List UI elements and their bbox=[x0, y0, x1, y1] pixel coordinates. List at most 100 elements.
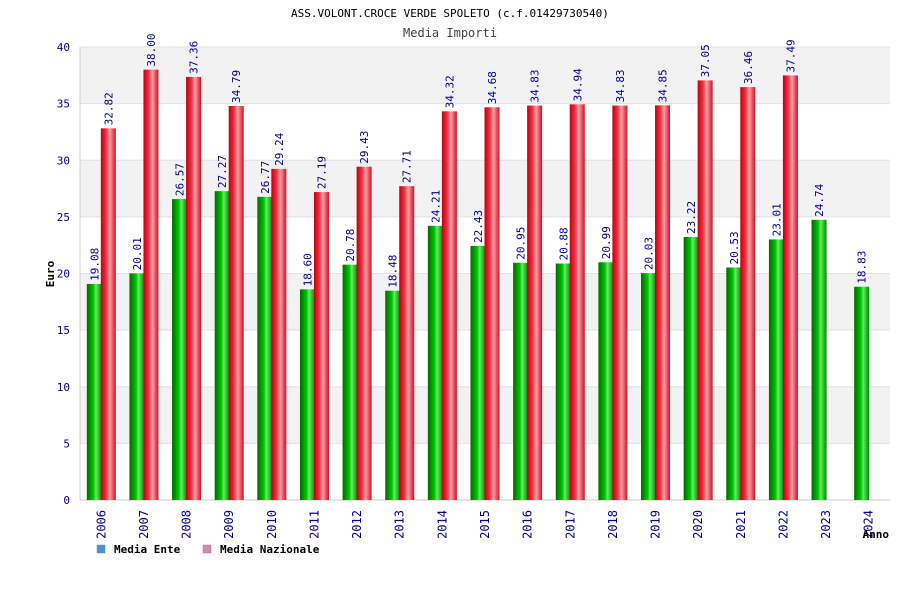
bar-value-label: 20.99 bbox=[600, 226, 613, 259]
x-tick-label: 2021 bbox=[734, 510, 748, 539]
bar-media-nazionale bbox=[569, 104, 585, 500]
x-tick-label: 2006 bbox=[94, 510, 108, 539]
bar-media-ente bbox=[342, 264, 358, 500]
bar-media-nazionale bbox=[313, 192, 329, 501]
legend-swatch bbox=[202, 544, 212, 554]
x-tick-label: 2017 bbox=[563, 510, 577, 539]
x-tick-label: 2014 bbox=[435, 510, 449, 539]
bar-value-label: 34.79 bbox=[230, 70, 243, 103]
y-axis-label: Euro bbox=[44, 260, 57, 287]
bar-media-ente bbox=[598, 262, 614, 500]
bar-value-label: 37.49 bbox=[784, 39, 797, 72]
bar-media-ente bbox=[257, 196, 273, 500]
bar-media-nazionale bbox=[527, 105, 543, 501]
bar-media-nazionale bbox=[356, 166, 372, 500]
bar-media-ente bbox=[385, 290, 401, 500]
bar-value-label: 27.27 bbox=[216, 155, 229, 188]
bar-value-label: 26.77 bbox=[259, 161, 272, 194]
legend-label: Media Ente bbox=[114, 543, 181, 556]
y-tick-label: 20 bbox=[57, 268, 70, 281]
bar-value-label: 18.83 bbox=[856, 251, 869, 284]
legend-label: Media Nazionale bbox=[220, 543, 320, 556]
bar-value-label: 38.00 bbox=[145, 34, 158, 67]
bar-value-label: 20.01 bbox=[131, 237, 144, 270]
bar-media-nazionale bbox=[271, 168, 287, 500]
x-tick-label: 2018 bbox=[606, 510, 620, 539]
chart-subtitle: Media Importi bbox=[403, 26, 497, 40]
bar-media-nazionale bbox=[655, 105, 671, 500]
x-tick-label: 2013 bbox=[393, 510, 407, 539]
bar-media-nazionale bbox=[186, 76, 202, 500]
bar-value-label: 24.21 bbox=[429, 190, 442, 223]
bar-media-ente bbox=[427, 225, 443, 500]
bar-value-label: 20.03 bbox=[643, 237, 656, 270]
x-tick-label: 2016 bbox=[521, 510, 535, 539]
bar-media-nazionale bbox=[740, 87, 756, 500]
bar-value-label: 20.78 bbox=[344, 229, 357, 262]
bar-media-ente bbox=[726, 267, 742, 500]
y-tick-label: 25 bbox=[57, 211, 70, 224]
bar-media-nazionale bbox=[228, 106, 244, 501]
bar-value-label: 18.60 bbox=[301, 253, 314, 286]
bar-value-label: 23.22 bbox=[685, 201, 698, 234]
bar-media-ente bbox=[86, 283, 102, 500]
y-tick-label: 30 bbox=[57, 154, 70, 167]
y-tick-label: 15 bbox=[57, 324, 70, 337]
bar-value-label: 34.68 bbox=[486, 71, 499, 104]
x-tick-label: 2020 bbox=[691, 510, 705, 539]
x-axis-label: Anno bbox=[863, 528, 890, 541]
y-tick-label: 35 bbox=[57, 98, 70, 111]
grid-band bbox=[80, 47, 890, 104]
x-tick-label: 2019 bbox=[649, 510, 663, 539]
bar-value-label: 34.83 bbox=[614, 69, 627, 102]
x-tick-label: 2008 bbox=[180, 510, 194, 539]
bar-value-label: 34.83 bbox=[529, 69, 542, 102]
bar-value-label: 20.88 bbox=[557, 227, 570, 260]
bar-value-label: 22.43 bbox=[472, 210, 485, 243]
bar-value-label: 20.95 bbox=[515, 227, 528, 260]
x-tick-label: 2024 bbox=[862, 510, 876, 539]
bar-value-label: 23.01 bbox=[770, 203, 783, 236]
bar-value-label: 29.24 bbox=[273, 132, 286, 165]
y-tick-label: 40 bbox=[57, 41, 70, 54]
bar-value-label: 27.71 bbox=[401, 150, 414, 183]
bar-media-ente bbox=[683, 237, 699, 500]
bar-media-ente bbox=[768, 239, 784, 500]
bar-media-ente bbox=[172, 199, 188, 500]
bar-media-ente bbox=[555, 263, 571, 500]
bar-media-nazionale bbox=[697, 80, 713, 500]
bar-media-ente bbox=[811, 219, 827, 500]
bar-media-nazionale bbox=[441, 111, 457, 501]
bar-media-ente bbox=[513, 262, 529, 500]
bar-value-label: 19.08 bbox=[88, 248, 101, 281]
x-tick-label: 2012 bbox=[350, 510, 364, 539]
bar-value-label: 20.53 bbox=[728, 231, 741, 264]
x-tick-label: 2007 bbox=[137, 510, 151, 539]
x-tick-label: 2022 bbox=[776, 510, 790, 539]
bar-value-label: 34.94 bbox=[571, 68, 584, 101]
y-tick-label: 10 bbox=[57, 381, 70, 394]
x-tick-label: 2015 bbox=[478, 510, 492, 539]
bar-media-ente bbox=[854, 286, 870, 500]
bar-media-ente bbox=[214, 191, 230, 501]
bar-media-nazionale bbox=[143, 69, 159, 501]
bar-value-label: 37.05 bbox=[699, 44, 712, 77]
bar-media-ente bbox=[470, 245, 486, 500]
bar-media-ente bbox=[299, 289, 315, 500]
bar-value-label: 27.19 bbox=[315, 156, 328, 189]
bar-value-label: 29.43 bbox=[358, 131, 371, 164]
bar-value-label: 37.36 bbox=[188, 41, 201, 74]
bar-media-ente bbox=[641, 273, 657, 500]
x-tick-label: 2023 bbox=[819, 510, 833, 539]
legend-swatch bbox=[96, 544, 106, 554]
bar-media-nazionale bbox=[612, 105, 628, 501]
bar-media-ente bbox=[129, 273, 145, 500]
bar-value-label: 34.32 bbox=[443, 75, 456, 108]
bar-value-label: 36.46 bbox=[742, 51, 755, 84]
x-tick-label: 2010 bbox=[265, 510, 279, 539]
x-tick-label: 2011 bbox=[307, 510, 321, 539]
bar-media-nazionale bbox=[399, 186, 415, 500]
bar-media-nazionale bbox=[782, 75, 798, 500]
